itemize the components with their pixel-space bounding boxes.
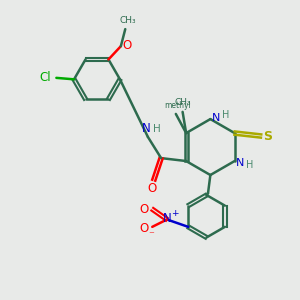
Text: N: N: [236, 158, 244, 167]
Text: O: O: [140, 203, 148, 216]
Text: O: O: [148, 182, 157, 195]
Text: methyl: methyl: [164, 100, 191, 109]
Text: S: S: [263, 130, 272, 142]
Text: O: O: [140, 222, 148, 235]
Text: O: O: [123, 39, 132, 52]
Text: ⁻: ⁻: [149, 231, 155, 241]
Text: N: N: [142, 122, 151, 135]
Text: CH₃: CH₃: [120, 16, 136, 26]
Text: N: N: [163, 212, 171, 225]
Text: CH₃: CH₃: [174, 98, 191, 107]
Text: H: H: [222, 110, 230, 120]
Text: H: H: [153, 124, 161, 134]
Text: N: N: [212, 112, 220, 123]
Text: H: H: [246, 160, 254, 170]
Text: +: +: [172, 208, 179, 217]
Text: Cl: Cl: [39, 71, 51, 84]
